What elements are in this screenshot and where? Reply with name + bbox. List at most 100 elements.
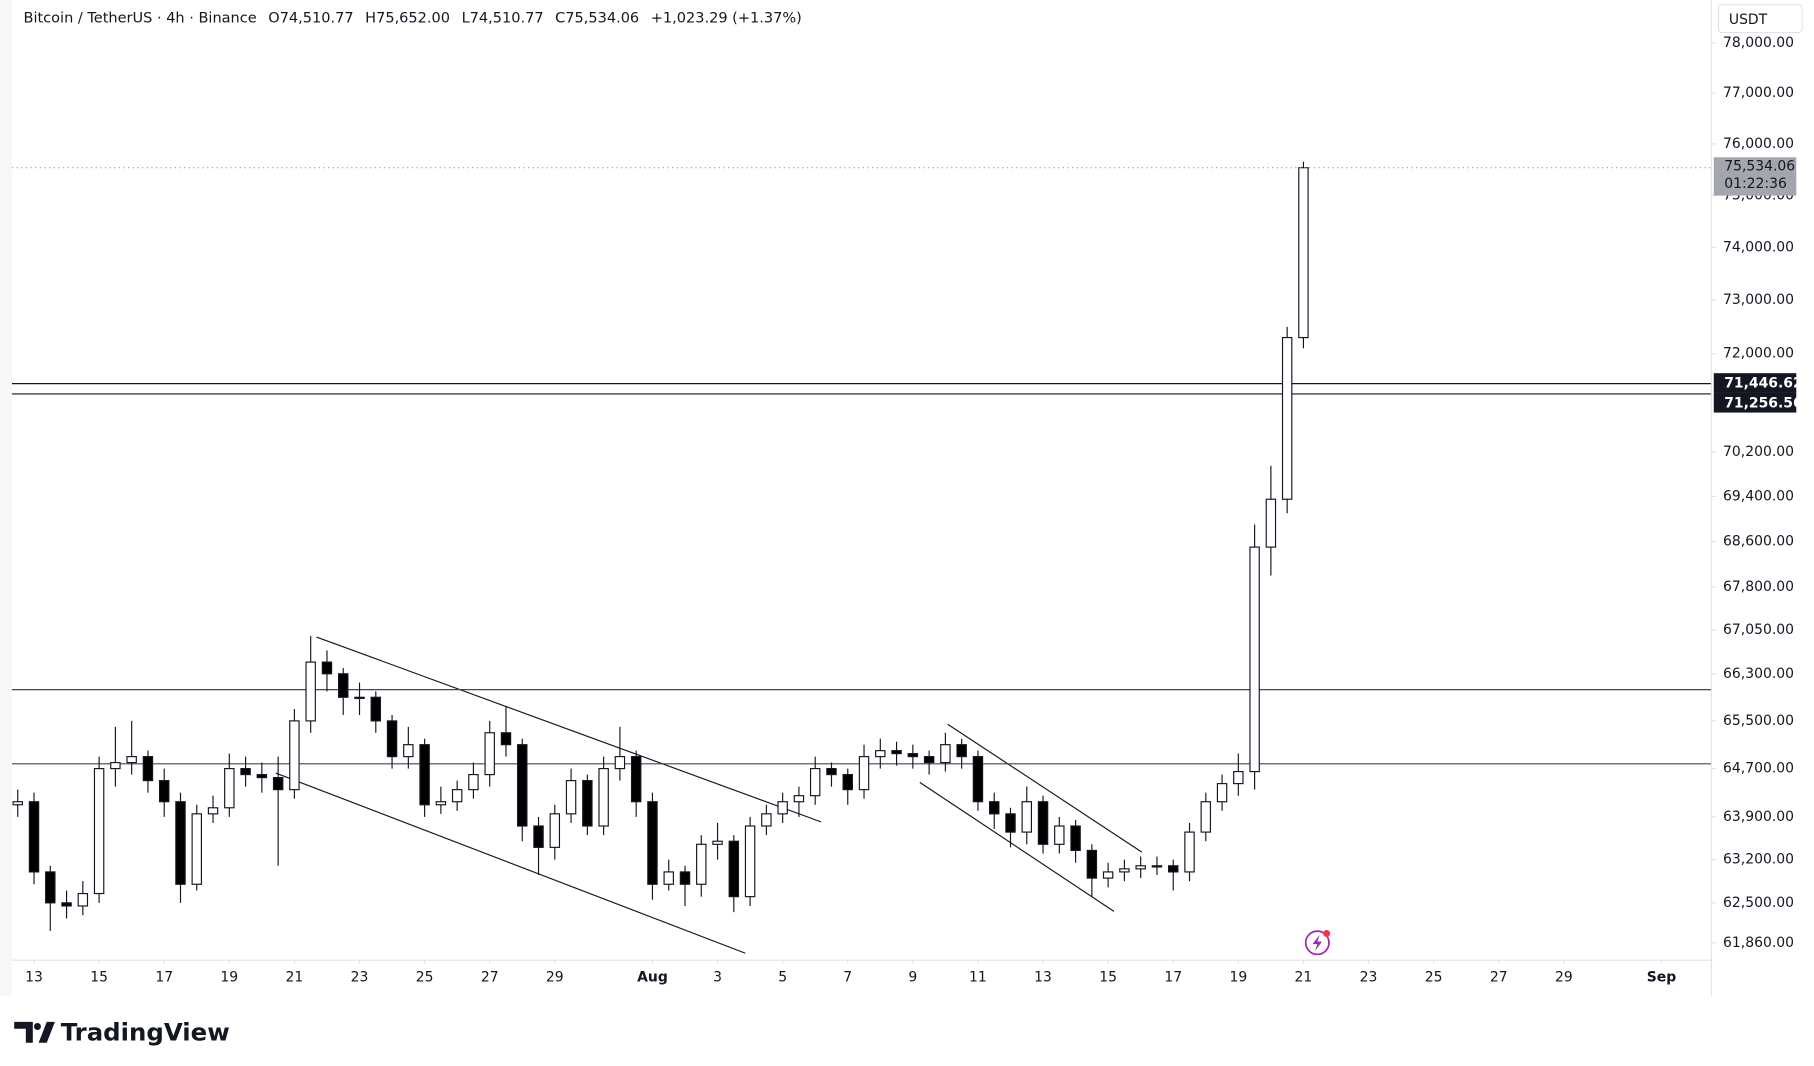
y-tick-label: 69,400.00 <box>1723 488 1794 504</box>
candle-body <box>12 801 23 806</box>
logo-dot <box>33 1022 41 1030</box>
candle-body <box>28 801 40 873</box>
candle-body <box>370 696 382 722</box>
x-tick-label: 13 <box>25 970 43 986</box>
candle-body <box>354 696 365 700</box>
y-tick-label: 65,500.00 <box>1723 713 1794 729</box>
candle-body <box>630 756 642 803</box>
x-tick-label: 5 <box>778 970 787 986</box>
currency-box[interactable] <box>1717 4 1803 34</box>
candle-body <box>663 871 674 885</box>
x-tick-label: 25 <box>1425 970 1443 986</box>
x-tick-label: Sep <box>1647 970 1676 986</box>
candle-body <box>191 813 202 885</box>
candle-body <box>533 825 544 848</box>
candle-body <box>923 756 935 764</box>
level-label-box <box>1713 392 1797 413</box>
candle-body <box>1151 865 1163 868</box>
candle-body <box>338 673 349 698</box>
candle-body <box>517 744 528 827</box>
y-tick-label: 67,050.00 <box>1723 622 1794 638</box>
candle-body <box>1102 871 1114 879</box>
candle-body <box>696 843 707 885</box>
candle-body <box>158 780 170 803</box>
y-tick-label: 70,200.00 <box>1723 444 1794 460</box>
brand[interactable]: TradingView <box>61 1017 230 1046</box>
candle-body <box>809 768 821 797</box>
x-tick-label: 13 <box>1034 970 1052 986</box>
candle-body <box>744 825 756 898</box>
candle-body <box>679 871 691 885</box>
candle-body <box>61 902 72 907</box>
candle-body <box>549 813 561 848</box>
x-tick-label: 21 <box>286 970 304 986</box>
candle-body <box>712 840 723 845</box>
trend-line <box>919 781 1115 912</box>
y-tick-label: 67,800.00 <box>1723 579 1794 595</box>
x-tick-label: 23 <box>351 970 369 986</box>
low-text: L74,510.77 <box>462 11 544 27</box>
logo[interactable]: TradingView <box>14 1017 230 1046</box>
y-tick-label: 61,860.00 <box>1723 935 1794 951</box>
candle-body <box>305 661 316 722</box>
candle-body <box>1070 825 1081 852</box>
level-label-box <box>1713 373 1797 393</box>
candle-body <box>1233 771 1244 785</box>
x-tick-label: 29 <box>546 970 564 986</box>
candle-body <box>1005 813 1016 833</box>
candle-body <box>940 744 951 764</box>
trend-line <box>275 772 746 954</box>
symbol-title: Bitcoin / TetherUS · 4h · Binance <box>24 11 257 27</box>
trend-line <box>316 636 822 823</box>
x-tick-label: 9 <box>908 970 917 986</box>
candle-body <box>142 756 154 782</box>
candle-body <box>875 750 886 758</box>
candle-body <box>1135 865 1146 870</box>
candle-body <box>972 756 984 803</box>
candle-body <box>1281 336 1293 500</box>
candle-body <box>1119 868 1130 873</box>
candle-body <box>1200 801 1212 833</box>
y-tick-label: 66,300.00 <box>1723 666 1794 682</box>
x-tick-label: 7 <box>843 970 852 986</box>
candle-body <box>777 801 788 815</box>
candle-body <box>289 720 300 791</box>
x-tick-label: 3 <box>713 970 722 986</box>
candle-body <box>77 892 89 907</box>
level-label: 71,256.56 <box>1724 395 1802 411</box>
open-text: O74,510.77 <box>268 11 353 27</box>
candle-body <box>761 813 772 827</box>
candle-body <box>1086 849 1098 879</box>
candle-body <box>126 756 137 764</box>
y-tick-label: 76,000.00 <box>1723 136 1794 152</box>
currency[interactable]: USDT <box>1729 12 1768 28</box>
candle-body <box>1265 498 1277 548</box>
x-tick-label: 15 <box>90 970 108 986</box>
candle-body <box>826 768 837 776</box>
candle-body <box>891 750 902 755</box>
candle-body <box>1184 831 1195 873</box>
candle-body <box>207 807 219 815</box>
candle-body <box>1054 825 1065 845</box>
candle-body <box>468 774 479 791</box>
y-tick-label: 68,600.00 <box>1723 533 1794 549</box>
y-tick-label: 78,000.00 <box>1723 35 1794 51</box>
candle-body <box>386 720 398 758</box>
trend-line <box>947 723 1143 853</box>
candle-body <box>175 801 186 885</box>
candle-body <box>224 768 235 809</box>
candle-body <box>1216 783 1228 803</box>
x-tick-label: Aug <box>637 970 668 986</box>
lightning-icon[interactable] <box>1304 929 1331 956</box>
candle-body <box>565 780 577 815</box>
candle-body <box>1168 865 1179 873</box>
icon-circle[interactable] <box>1304 930 1330 956</box>
candle-body <box>321 661 333 675</box>
candle-body <box>647 801 658 885</box>
candle-body <box>256 774 268 779</box>
trend-lines <box>275 636 1143 954</box>
candle-body <box>858 756 870 791</box>
